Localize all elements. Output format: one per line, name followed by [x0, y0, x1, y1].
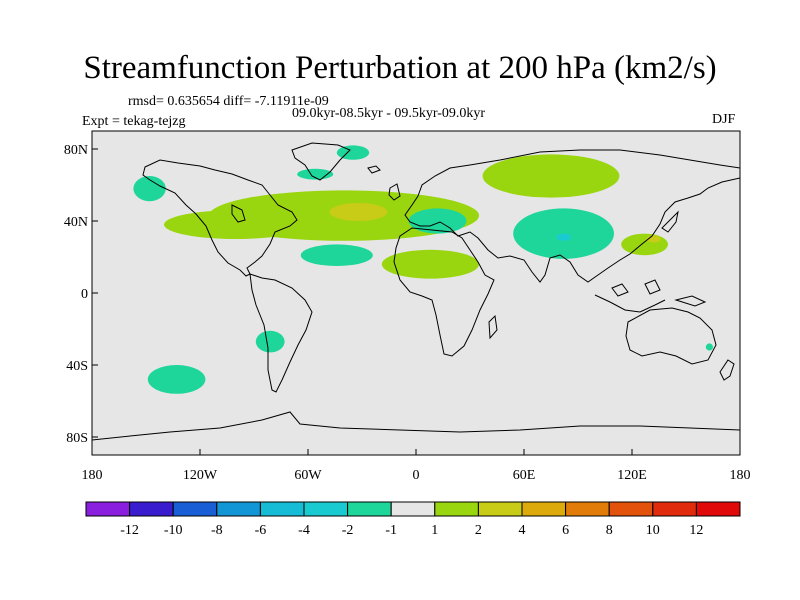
colorbar-label: -12: [120, 523, 139, 538]
colorbar-label: 10: [646, 523, 660, 538]
y-tick-label: 80N: [64, 143, 88, 158]
x-tick-label: 180: [730, 468, 751, 483]
colorbar-label: 8: [606, 523, 613, 538]
colorbar-box: [303, 501, 349, 517]
stats-line: rmsd= 0.635654 diff= -7.11911e-09: [128, 94, 329, 109]
colorbar-label: -8: [211, 523, 223, 538]
colorbar-box: [695, 501, 741, 517]
y-tick-label: 80S: [66, 431, 88, 446]
colorbar-box: [652, 501, 697, 517]
region-siberia-positive: [482, 154, 620, 198]
x-tick-label: 120E: [617, 468, 647, 483]
region-north-africa-positive: [381, 249, 479, 279]
region-greenland-negative: [336, 145, 370, 160]
colorbar-box: [259, 501, 305, 517]
colorbar: -12 -10 -8 -6 -4 -2 -1 1 2 4 6 8 10 12: [85, 501, 741, 538]
region-south-america-negative: [255, 330, 285, 353]
x-axis-ticks: 180 120W 60W 0 60E 120E 180: [82, 449, 751, 483]
colorbar-box: [565, 501, 610, 517]
colorbar-label: 2: [475, 523, 482, 538]
x-tick-label: 60W: [294, 468, 322, 483]
region-central-asia-core: [556, 233, 571, 241]
colorbar-box: [172, 501, 218, 517]
colorbar-box: [216, 501, 261, 517]
region-north-atlantic-core: [329, 203, 388, 221]
y-tick-label: 0: [81, 287, 88, 302]
colorbar-label: -1: [385, 523, 397, 538]
experiment-line: Expt = tekag-tejzg: [82, 114, 186, 129]
coastlines: [92, 142, 740, 441]
region-south-pacific-negative: [147, 365, 206, 394]
colorbar-box: [477, 501, 523, 517]
region-north-america-positive: [164, 210, 308, 240]
colorbar-box: [608, 501, 654, 517]
region-mediterranean-negative: [408, 208, 467, 234]
colorbar-label: 6: [562, 523, 569, 538]
colorbar-label: 12: [689, 523, 703, 538]
colorbar-label: -10: [164, 523, 183, 538]
x-tick-label: 60E: [513, 468, 536, 483]
region-subtropical-atlantic-negative: [300, 244, 373, 266]
colorbar-box: [390, 501, 436, 517]
map-background: [92, 131, 740, 455]
y-axis-ticks: 80N 40N 0 40S 80S: [64, 143, 98, 446]
x-tick-label: 120W: [183, 468, 218, 483]
colorbar-label: -4: [298, 523, 310, 538]
region-east-asia-positive: [621, 233, 668, 256]
region-tasman-negative: [705, 343, 714, 351]
x-tick-label: 0: [413, 468, 420, 483]
colorbar-label: 1: [431, 523, 438, 538]
y-tick-label: 40S: [66, 359, 88, 374]
colorbar-label: -6: [255, 523, 267, 538]
colorbar-box: [129, 501, 174, 517]
chart-title: Streamfunction Perturbation at 200 hPa (…: [83, 50, 717, 86]
colorbar-box: [85, 501, 131, 517]
period-line: 09.0kyr-08.5kyr - 09.5kyr-09.0kyr: [292, 106, 486, 121]
colorbar-box: [434, 501, 479, 517]
colorbar-label: -2: [342, 523, 354, 538]
colorbar-box: [521, 501, 567, 517]
colorbar-box: [347, 501, 392, 517]
x-tick-label: 180: [82, 468, 103, 483]
y-tick-label: 40N: [64, 215, 88, 230]
region-alaska-negative: [133, 176, 166, 202]
colorbar-label: 4: [519, 523, 526, 538]
season-label: DJF: [712, 112, 736, 127]
